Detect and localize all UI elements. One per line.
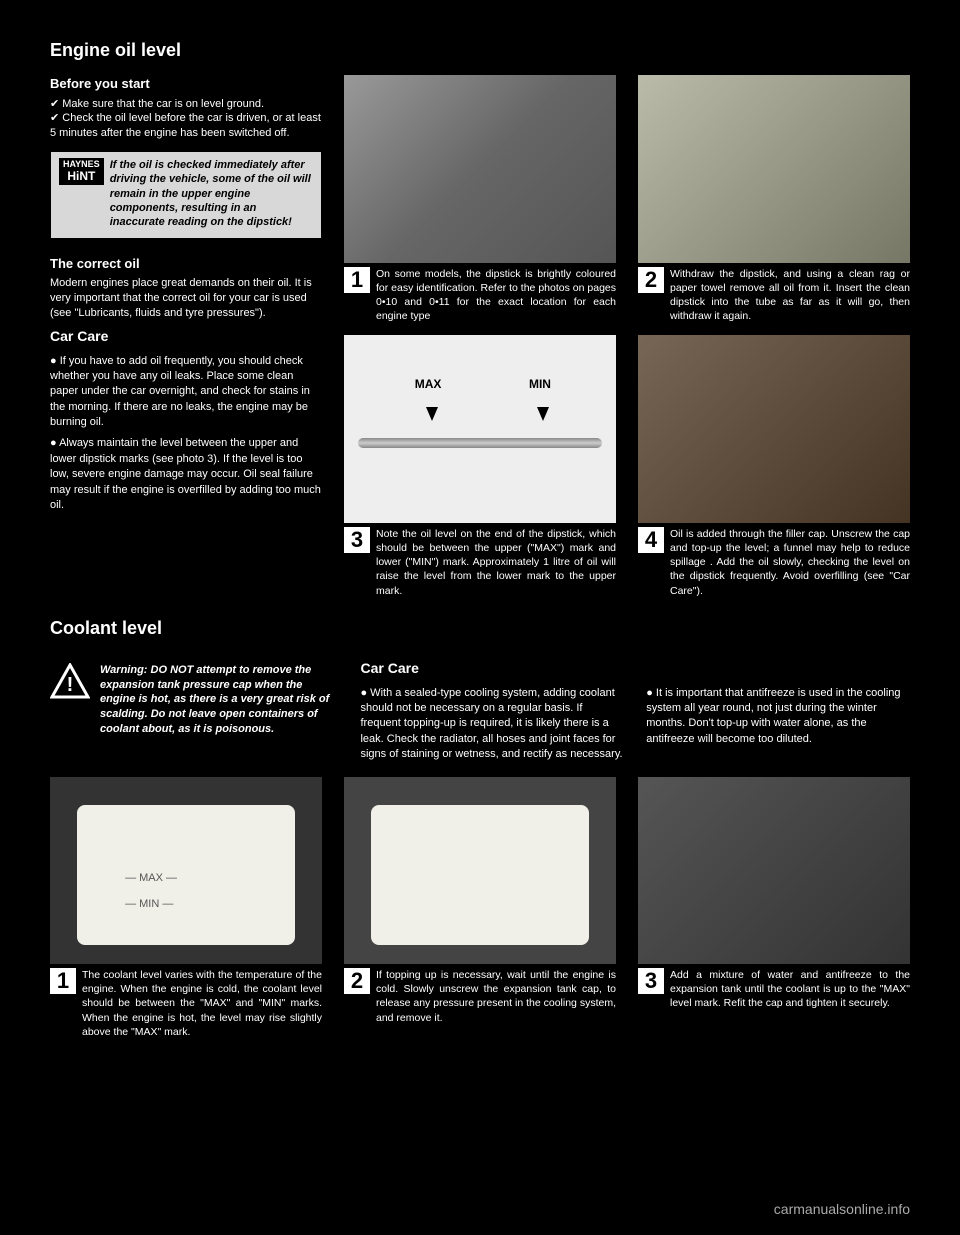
coolant-photos-row: — MAX — — MIN — 1 The coolant level vari…	[50, 777, 910, 1039]
engine-oil-middle-col: 1 On some models, the dipstick is bright…	[344, 75, 616, 598]
dipstick-max-label: MAX	[415, 377, 442, 391]
coolant-care-list: ● With a sealed-type cooling system, add…	[360, 686, 910, 763]
tank-min-label: — MIN —	[125, 898, 173, 910]
photo-wipe-dipstick	[638, 75, 910, 263]
coolant-top-row: ! Warning: DO NOT attempt to remove the …	[50, 653, 910, 763]
photo-coolant-topup	[638, 777, 910, 965]
dipstick-rod	[358, 438, 603, 448]
coolant-step-text-1: The coolant level varies with the temper…	[82, 968, 322, 1039]
coolant-care-bullet-1: ● With a sealed-type cooling system, add…	[360, 686, 624, 763]
coolant-step-number-2: 2	[344, 968, 370, 994]
footer-watermark: carmanualsonline.info	[774, 1201, 910, 1217]
correct-oil-title: The correct oil	[50, 255, 322, 273]
caption-3: 3 Note the oil level on the end of the d…	[344, 527, 616, 598]
engine-oil-right-col: 2 Withdraw the dipstick, and using a cle…	[638, 75, 910, 598]
engine-oil-row-1: Before you start ✔ Make sure that the ca…	[50, 75, 910, 598]
manual-page: Engine oil level Before you start ✔ Make…	[0, 0, 960, 1235]
tank-max-label: — MAX —	[125, 872, 177, 884]
engine-car-care-title: Car Care	[50, 327, 322, 346]
dipstick-min-label: MIN	[529, 377, 551, 391]
svg-text:!: !	[67, 674, 74, 696]
section-title-engine-oil: Engine oil level	[50, 40, 910, 61]
step-text-3: Note the oil level on the end of the dip…	[376, 527, 616, 598]
engine-oil-intro-col: Before you start ✔ Make sure that the ca…	[50, 75, 322, 598]
warning-icon: !	[50, 663, 90, 699]
engine-care-bullet-2: ● Always maintain the level between the …	[50, 436, 322, 513]
haynes-hint-badge: HAYNES HiNT	[59, 158, 104, 185]
coolant-tank-cap	[371, 805, 589, 946]
correct-oil-text: Modern engines place great demands on th…	[50, 276, 322, 321]
step-text-1: On some models, the dipstick is brightly…	[376, 267, 616, 324]
before-you-start-title: Before you start	[50, 75, 322, 93]
arrow-down-icon	[537, 407, 549, 421]
coolant-warning-col: ! Warning: DO NOT attempt to remove the …	[50, 653, 338, 763]
section-title-coolant: Coolant level	[50, 618, 910, 639]
coolant-step-text-3: Add a mixture of water and antifreeze to…	[670, 968, 910, 1011]
hint-text: If the oil is checked immediately after …	[110, 158, 313, 229]
caption-4: 4 Oil is added through the filler cap. U…	[638, 527, 910, 598]
coolant-caption-1: 1 The coolant level varies with the temp…	[50, 968, 322, 1039]
step-number-4: 4	[638, 527, 664, 553]
coolant-tank: — MAX — — MIN —	[77, 805, 295, 946]
caption-2: 2 Withdraw the dipstick, and using a cle…	[638, 267, 910, 324]
coolant-step-1: — MAX — — MIN — 1 The coolant level vari…	[50, 777, 322, 1039]
step-number-2: 2	[638, 267, 664, 293]
coolant-care-bullet-2: ● It is important that antifreeze is use…	[646, 686, 910, 748]
haynes-hint-box: HAYNES HiNT If the oil is checked immedi…	[50, 151, 322, 238]
photo-coolant-tank-marks: — MAX — — MIN —	[50, 777, 322, 965]
engine-car-care-list: ● If you have to add oil frequently, you…	[50, 354, 322, 520]
arrow-down-icon	[426, 407, 438, 421]
photo-dipstick-marks: MAX MIN	[344, 335, 616, 523]
step-text-4: Oil is added through the filler cap. Uns…	[670, 527, 910, 598]
coolant-step-2: 2 If topping up is necessary, wait until…	[344, 777, 616, 1039]
step-number-3: 3	[344, 527, 370, 553]
step-number-1: 1	[344, 267, 370, 293]
coolant-caption-3: 3 Add a mixture of water and antifreeze …	[638, 968, 910, 1011]
coolant-warning-text: Warning: DO NOT attempt to remove the ex…	[100, 663, 338, 737]
photo-coolant-cap	[344, 777, 616, 965]
coolant-car-care-title: Car Care	[360, 659, 910, 678]
photo-oil-filler	[638, 335, 910, 523]
coolant-step-text-2: If topping up is necessary, wait until t…	[376, 968, 616, 1025]
coolant-step-number-3: 3	[638, 968, 664, 994]
coolant-step-3: 3 Add a mixture of water and antifreeze …	[638, 777, 910, 1039]
engine-care-bullet-1: ● If you have to add oil frequently, you…	[50, 354, 322, 431]
coolant-caption-2: 2 If topping up is necessary, wait until…	[344, 968, 616, 1025]
coolant-care-col: Car Care ● With a sealed-type cooling sy…	[360, 653, 910, 763]
photo-dipstick-location	[344, 75, 616, 263]
caption-1: 1 On some models, the dipstick is bright…	[344, 267, 616, 324]
coolant-step-number-1: 1	[50, 968, 76, 994]
step-text-2: Withdraw the dipstick, and using a clean…	[670, 267, 910, 324]
hint-badge-bottom: HiNT	[63, 170, 100, 183]
before-you-start-text: ✔ Make sure that the car is on level gro…	[50, 97, 322, 142]
